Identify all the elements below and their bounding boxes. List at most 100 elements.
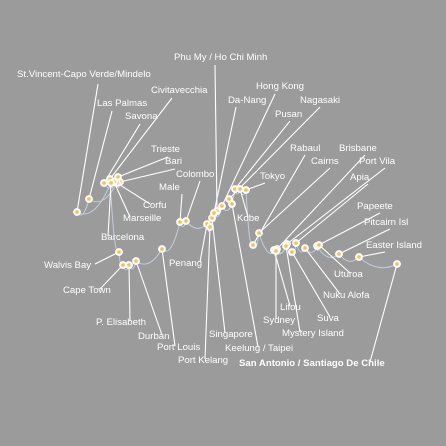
port-marker-dot-trieste [116, 175, 120, 179]
leader-line-mystery-island [285, 245, 301, 333]
leader-line-kobe [239, 188, 249, 218]
port-label-tokyo[interactable]: Tokyo [260, 171, 285, 182]
port-label-cape-town[interactable]: Cape Town [63, 285, 111, 296]
leader-line-port-vila [286, 167, 386, 245]
port-label-san-antonio[interactable]: San Antonio / Santiago De Chile [239, 358, 385, 369]
leader-line-papeete [316, 212, 381, 247]
port-marker-dot-sydney [274, 249, 278, 253]
leader-line-male [179, 193, 183, 223]
leader-line-pusan [234, 120, 291, 190]
port-label-brisbane[interactable]: Brisbane [339, 143, 377, 154]
port-marker-dot-pusan [233, 187, 237, 191]
port-label-lifou[interactable]: Lifou [280, 302, 301, 313]
port-label-rabaul[interactable]: Rabaul [290, 143, 320, 154]
port-label-phu-my[interactable]: Phu My / Ho Chi Minh [174, 52, 267, 63]
leader-line-p-elisabeth [128, 264, 131, 322]
leader-line-civitavecchia [109, 97, 173, 180]
port-marker-dot-durban [134, 259, 138, 263]
port-label-port-louis[interactable]: Port Louis [157, 342, 200, 353]
port-labels: St.Vincent-Capo Verde/Mindelo Las Palmas S… [17, 52, 422, 369]
port-marker-dot-port-kelang [208, 225, 212, 229]
port-marker-dot-easter-island [357, 255, 361, 259]
port-label-kobe[interactable]: Kobe [237, 213, 259, 224]
port-label-uturoa[interactable]: Uturoa [334, 269, 363, 280]
port-marker-dot-las-palmas [87, 197, 91, 201]
port-label-pusan[interactable]: Pusan [275, 109, 302, 120]
port-label-penang[interactable]: Penang [169, 258, 202, 269]
leader-line-easter-island [358, 251, 386, 258]
leader-line-savona [103, 123, 141, 184]
leader-line-hong-kong [221, 93, 276, 207]
port-marker-dot-savona [102, 181, 106, 185]
leader-line-suva [291, 251, 331, 318]
port-label-bari[interactable]: Bari [165, 156, 182, 167]
leader-line-keelung [231, 203, 259, 348]
port-label-durban[interactable]: Durban [138, 331, 169, 342]
port-marker-dot-nagasaki [227, 197, 231, 201]
port-label-mystery-island[interactable]: Mystery Island [282, 328, 344, 339]
port-marker-dot-uturoa [317, 243, 321, 247]
leader-line-apia [295, 183, 369, 244]
leader-line-marseille [113, 181, 131, 218]
port-marker-dot-hong-kong [220, 204, 224, 208]
leader-line-st-vincent [76, 83, 99, 213]
port-label-apia[interactable]: Apia [350, 172, 370, 183]
port-label-easter-island[interactable]: Easter Island [366, 240, 422, 251]
leader-line-san-antonio [369, 263, 398, 363]
leader-line-penang [199, 223, 208, 263]
port-marker-dot-st-vincent [75, 210, 79, 214]
port-marker-dot-walvis-bay [117, 250, 121, 254]
port-label-keelung[interactable]: Keelung / Taipei [225, 343, 293, 354]
leader-line-cairns [258, 167, 331, 234]
port-label-singapore[interactable]: Singapore [209, 329, 253, 340]
port-label-marseille[interactable]: Marseille [123, 213, 161, 224]
port-label-p-elisabeth[interactable]: P. Elisabeth [96, 317, 146, 328]
leader-line-corfu [116, 182, 151, 205]
leader-line-nuku-alofa [304, 247, 341, 295]
leader-line-uturoa [318, 244, 351, 274]
port-label-trieste[interactable]: Trieste [151, 144, 180, 155]
port-marker-dot-da-nang [212, 211, 216, 215]
leader-line-trieste [117, 156, 169, 178]
port-label-nuku-alofa[interactable]: Nuku Alofa [323, 290, 370, 301]
leader-line-nagasaki [228, 106, 321, 200]
port-label-suva[interactable]: Suva [317, 313, 340, 324]
port-label-male[interactable]: Male [159, 182, 180, 193]
port-label-st-vincent[interactable]: St.Vincent-Capo Verde/Mindelo [17, 69, 151, 80]
port-label-port-vila[interactable]: Port Vila [359, 156, 396, 167]
port-marker-dot-apia [294, 241, 298, 245]
port-marker-dot-cape-town [121, 263, 125, 267]
leader-line-phu-my [214, 64, 218, 212]
leader-line-da-nang [213, 106, 237, 214]
leader-line-barcelona [107, 182, 112, 237]
port-marker-dot-rabaul [251, 243, 255, 247]
leader-line-pitcairn [338, 228, 391, 255]
port-label-corfu[interactable]: Corfu [143, 200, 166, 211]
leader-line-colombo [185, 180, 201, 222]
port-label-papeete[interactable]: Papeete [357, 201, 393, 212]
leader-line-port-louis [161, 248, 176, 347]
port-label-savona[interactable]: Savona [125, 111, 158, 122]
port-label-hong-kong[interactable]: Hong Kong [256, 81, 304, 92]
port-label-las-palmas[interactable]: Las Palmas [97, 98, 147, 109]
port-label-port-kelang[interactable]: Port Kelang [178, 355, 228, 366]
port-marker-dot-pitcairn [337, 252, 341, 256]
leader-line-durban [135, 260, 163, 336]
port-marker-dot-barcelona [109, 181, 113, 185]
port-marker-dot-cairns [257, 231, 261, 235]
port-marker-dot-keelung [230, 202, 234, 206]
port-label-pitcairn[interactable]: Pitcairn Isl [364, 217, 408, 228]
port-label-sydney[interactable]: Sydney [263, 315, 295, 326]
port-label-cairns[interactable]: Cairns [311, 156, 339, 167]
port-label-civitavecchia[interactable]: Civitavecchia [151, 85, 208, 96]
port-label-da-nang[interactable]: Da-Nang [228, 95, 266, 106]
port-marker-dot-p-elisabeth [127, 263, 131, 267]
port-label-nagasaki[interactable]: Nagasaki [300, 95, 340, 106]
port-label-colombo[interactable]: Colombo [176, 169, 214, 180]
port-markers [73, 173, 401, 269]
leader-line-las-palmas [88, 110, 113, 200]
port-label-barcelona[interactable]: Barcelona [101, 232, 145, 243]
port-marker-dot-suva [290, 250, 294, 254]
port-marker-dot-port-louis [160, 247, 164, 251]
port-label-walvis-bay[interactable]: Walvis Bay [44, 260, 91, 271]
